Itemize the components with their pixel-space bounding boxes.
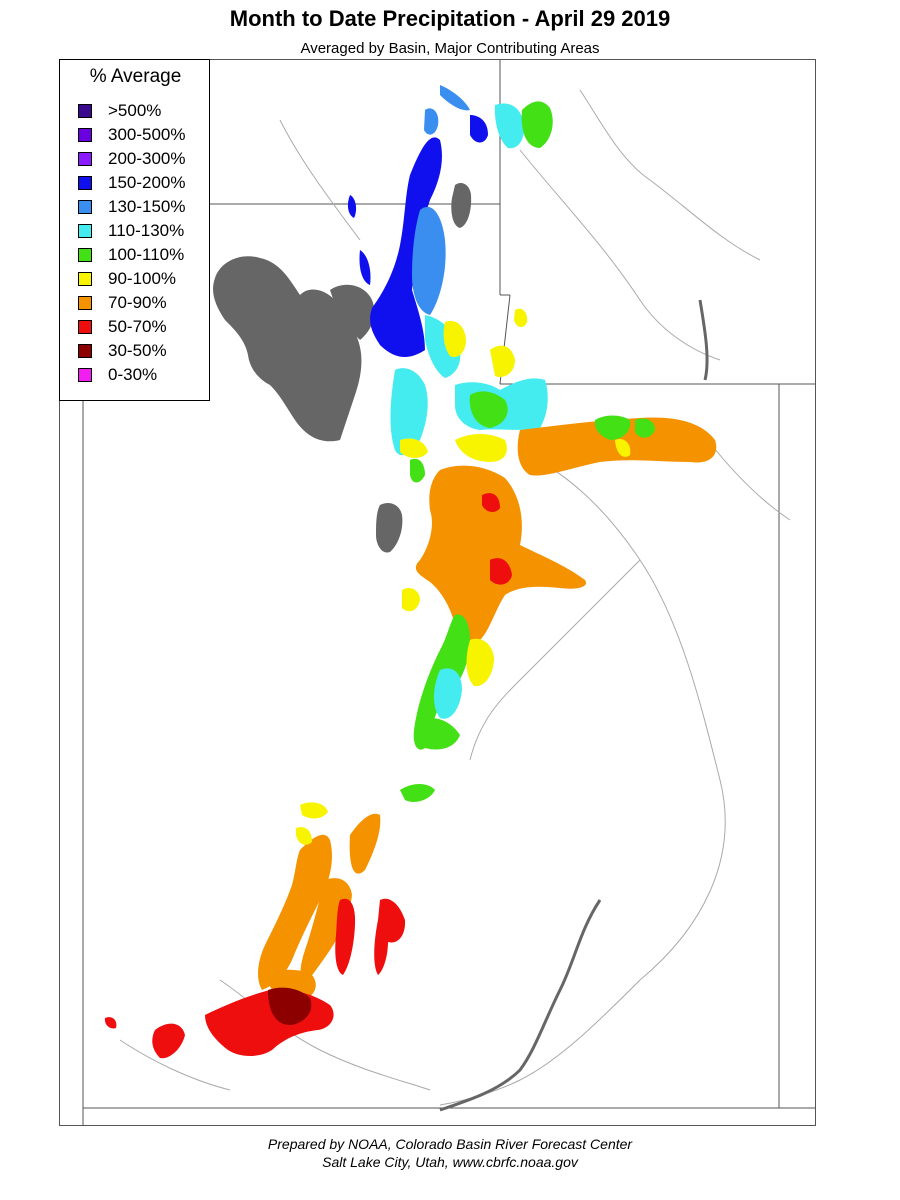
legend-swatch bbox=[78, 320, 92, 334]
basin-30-50-south bbox=[268, 987, 312, 1026]
utah-lake bbox=[376, 503, 403, 553]
map-title: Month to Date Precipitation - April 29 2… bbox=[229, 6, 671, 31]
basin-100-110-uinta-east bbox=[594, 415, 631, 440]
legend-label: 50-70% bbox=[108, 317, 167, 336]
basin-90-100-ogden bbox=[443, 320, 466, 358]
legend-title: % Average bbox=[89, 66, 182, 87]
legend-label: 150-200% bbox=[108, 173, 186, 192]
legend-item: 110-130% bbox=[78, 221, 184, 241]
legend-swatch bbox=[78, 344, 92, 358]
basin-50-70-central-1 bbox=[482, 493, 500, 512]
legend-swatch bbox=[78, 104, 92, 118]
basin-50-70-far-west bbox=[152, 1023, 185, 1059]
basin-90-100-central-west bbox=[402, 588, 420, 612]
legend-item: 30-50% bbox=[78, 341, 167, 361]
legend-label: 90-100% bbox=[108, 269, 177, 288]
basin-70-90-southwest2 bbox=[349, 813, 381, 874]
basin-130-150-top bbox=[424, 108, 439, 135]
colorado-river bbox=[439, 899, 602, 1112]
legend-item: 130-150% bbox=[78, 197, 186, 217]
basin-70-90-southwest bbox=[258, 834, 332, 990]
footer-credit: Prepared by NOAA, Colorado Basin River F… bbox=[267, 1136, 633, 1152]
legend-label: 100-110% bbox=[108, 245, 185, 264]
basin-130-150-north bbox=[412, 206, 446, 315]
basin-90-100-southwest bbox=[300, 802, 328, 819]
basin-110-130-wasatch bbox=[390, 368, 428, 456]
basin-100-110-south2 bbox=[420, 718, 460, 750]
basin-150-200-ne bbox=[470, 115, 488, 143]
legend-label: 130-150% bbox=[108, 197, 186, 216]
basin-90-100-uinta-mid bbox=[455, 434, 507, 462]
footer-website: Salt Lake City, Utah, www.cbrfc.noaa.gov bbox=[322, 1154, 578, 1170]
legend-item: 50-70% bbox=[78, 317, 167, 337]
green-river bbox=[698, 299, 709, 381]
great-salt-lake bbox=[213, 256, 375, 442]
legend-swatch bbox=[78, 176, 92, 190]
basin-50-70-south-2 bbox=[374, 898, 406, 975]
basin-100-110-south3 bbox=[400, 784, 435, 802]
legend-label: 300-500% bbox=[108, 125, 186, 144]
basin-110-130-ne bbox=[494, 103, 525, 149]
legend-label: 200-300% bbox=[108, 149, 186, 168]
legend-swatch bbox=[78, 128, 92, 142]
legend-item: >500% bbox=[78, 101, 161, 121]
basin-50-70-south-1 bbox=[335, 898, 356, 975]
basin-110-130-uinta-west bbox=[425, 315, 461, 378]
legend-item: 90-100% bbox=[78, 269, 176, 289]
basin-100-110-uinta-east2 bbox=[635, 418, 655, 438]
basin-90-100-south bbox=[466, 638, 494, 687]
basin-110-130-south bbox=[434, 668, 462, 719]
legend-item: 200-300% bbox=[78, 149, 186, 169]
basin-regions bbox=[104, 85, 717, 1059]
legend-swatch bbox=[78, 272, 92, 286]
basin-90-100-north2 bbox=[514, 308, 528, 328]
map-subtitle: Averaged by Basin, Major Contributing Ar… bbox=[300, 40, 600, 57]
basin-70-90-central bbox=[415, 465, 586, 645]
legend-swatch bbox=[78, 248, 92, 262]
basin-90-100-uinta-north bbox=[490, 345, 515, 378]
legend-item: 0-30% bbox=[78, 365, 157, 385]
basin-100-110-central-west bbox=[410, 458, 425, 483]
basin-100-110-ne bbox=[521, 101, 553, 148]
basin-90-100-central-west2 bbox=[400, 438, 428, 458]
basin-150-200-west2 bbox=[359, 250, 371, 285]
basin-50-70-far-west2 bbox=[104, 1017, 117, 1029]
basin-90-100-southwest2 bbox=[296, 827, 312, 845]
basin-50-70-central-2 bbox=[490, 558, 512, 585]
legend-swatch bbox=[78, 200, 92, 214]
legend-swatch bbox=[78, 296, 92, 310]
legend-swatch bbox=[78, 152, 92, 166]
basin-150-200-west bbox=[347, 195, 357, 218]
legend-item: 150-200% bbox=[78, 173, 186, 193]
legend-label: >500% bbox=[108, 101, 162, 120]
legend-item: 70-90% bbox=[78, 293, 167, 313]
legend-item: 100-110% bbox=[78, 245, 184, 265]
legend-label: 0-30% bbox=[108, 365, 158, 384]
basin-130-150-ne bbox=[440, 85, 470, 111]
legend-swatch bbox=[78, 368, 92, 382]
legend-label: 30-50% bbox=[108, 341, 167, 360]
basin-90-100-uinta-east bbox=[615, 439, 631, 457]
legend-item: 300-500% bbox=[78, 125, 186, 145]
legend-label: 110-130% bbox=[108, 221, 185, 240]
legend-box: % Average >500% 300-500% 200-300% 150-20… bbox=[59, 59, 210, 401]
basin-100-110-uinta bbox=[469, 391, 508, 428]
bear-lake bbox=[451, 183, 472, 228]
legend-label: 70-90% bbox=[108, 293, 167, 312]
legend-swatch bbox=[78, 224, 92, 238]
basin-150-200-north bbox=[370, 137, 442, 357]
